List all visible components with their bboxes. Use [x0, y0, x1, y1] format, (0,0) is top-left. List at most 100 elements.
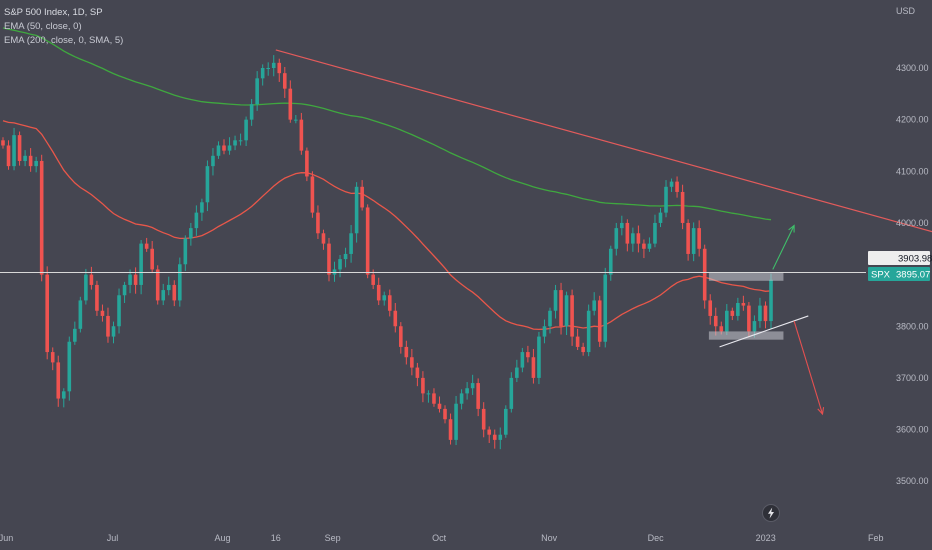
candle[interactable] [382, 291, 387, 306]
bearish-arrow[interactable] [793, 320, 825, 416]
candle[interactable] [426, 390, 431, 403]
candle[interactable] [277, 58, 282, 82]
candle[interactable] [675, 176, 679, 198]
candle[interactable] [111, 321, 116, 344]
candle[interactable] [432, 388, 436, 407]
candle[interactable] [310, 171, 315, 218]
candle[interactable] [553, 284, 558, 319]
candle[interactable] [713, 307, 718, 336]
candle[interactable] [244, 116, 248, 146]
price-zone[interactable] [708, 272, 784, 281]
candle[interactable] [448, 413, 453, 445]
candle[interactable] [387, 289, 392, 317]
candle[interactable] [166, 276, 171, 296]
candle[interactable] [194, 205, 199, 236]
candle[interactable] [106, 307, 110, 343]
candle[interactable] [437, 396, 442, 413]
candle[interactable] [227, 137, 232, 155]
candle[interactable] [349, 225, 353, 263]
candle[interactable] [189, 222, 193, 246]
candle[interactable] [724, 304, 729, 336]
candle[interactable] [28, 148, 33, 172]
candle[interactable] [78, 296, 83, 333]
candle[interactable] [288, 80, 293, 123]
candle[interactable] [73, 321, 77, 345]
candle[interactable] [481, 402, 486, 438]
candle[interactable] [758, 297, 762, 328]
candle[interactable] [730, 307, 735, 321]
candle[interactable] [691, 222, 696, 262]
candle[interactable] [360, 180, 364, 211]
candle[interactable] [321, 229, 326, 250]
candle[interactable] [631, 227, 635, 252]
candle[interactable] [769, 273, 773, 329]
price-zone[interactable] [708, 331, 784, 340]
candle[interactable] [255, 71, 259, 111]
candle[interactable] [332, 261, 337, 282]
candle[interactable] [603, 267, 608, 348]
candle[interactable] [327, 237, 331, 282]
candle[interactable] [520, 347, 525, 373]
ema50-line[interactable] [2, 120, 772, 331]
candle[interactable] [575, 328, 580, 351]
candle[interactable] [100, 304, 105, 322]
candle[interactable] [222, 139, 226, 155]
candle[interactable] [680, 184, 685, 230]
candle[interactable] [305, 147, 309, 182]
candle[interactable] [117, 288, 121, 334]
candle[interactable] [12, 127, 16, 171]
candle[interactable] [702, 244, 707, 309]
candle[interactable] [443, 405, 447, 424]
candle[interactable] [271, 55, 276, 77]
candle[interactable] [299, 112, 304, 155]
candle[interactable] [84, 268, 88, 305]
bullish-arrow[interactable] [772, 224, 795, 270]
candle[interactable] [669, 178, 674, 192]
candle[interactable] [338, 254, 342, 278]
time-axis[interactable]: Jun Jul Aug 16 Sep Oct Nov Dec 2023 Feb [0, 533, 884, 543]
support-trendline[interactable] [719, 315, 809, 348]
candle[interactable] [581, 342, 585, 356]
candle[interactable] [736, 297, 740, 321]
candle[interactable] [653, 214, 657, 248]
candle[interactable] [404, 340, 409, 365]
candle[interactable] [564, 291, 569, 336]
candle[interactable] [592, 292, 596, 316]
candle[interactable] [686, 219, 690, 261]
candle[interactable] [343, 247, 348, 268]
candle[interactable] [487, 426, 492, 443]
candle[interactable] [399, 322, 403, 354]
candle[interactable] [664, 180, 668, 218]
candle[interactable] [608, 245, 613, 281]
candle[interactable] [415, 362, 420, 387]
candle[interactable] [144, 237, 149, 252]
candle[interactable] [548, 307, 552, 334]
candle[interactable] [23, 150, 27, 167]
candle[interactable] [67, 336, 72, 401]
candle[interactable] [205, 160, 210, 212]
candle[interactable] [365, 204, 370, 279]
candle[interactable] [249, 98, 254, 126]
candle[interactable] [200, 198, 204, 221]
candle[interactable] [509, 372, 514, 413]
candle[interactable] [39, 154, 44, 282]
candle[interactable] [620, 215, 624, 236]
candle[interactable] [233, 135, 237, 151]
candle[interactable] [150, 241, 154, 274]
candle[interactable] [503, 405, 508, 438]
candle[interactable] [421, 371, 425, 403]
candle[interactable] [636, 225, 641, 253]
candle[interactable] [266, 62, 271, 76]
candle[interactable] [34, 156, 38, 173]
candle[interactable] [625, 219, 630, 252]
candle[interactable] [492, 429, 497, 449]
candle[interactable] [178, 257, 182, 307]
candle[interactable] [570, 289, 574, 346]
candle[interactable] [6, 140, 11, 170]
candle[interactable] [61, 388, 66, 408]
candle[interactable] [747, 301, 751, 338]
candle[interactable] [17, 131, 22, 166]
candle[interactable] [498, 427, 503, 450]
candle[interactable] [410, 348, 414, 376]
